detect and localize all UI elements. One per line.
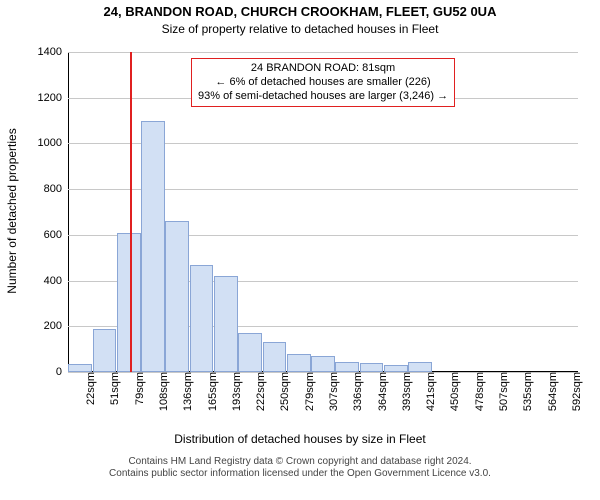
x-tick-label: 535sqm [520, 372, 534, 411]
info-box-line-1: 24 BRANDON ROAD: 81sqm [198, 62, 448, 76]
subject-marker-line [130, 52, 132, 372]
x-tick-label: 279sqm [302, 372, 316, 411]
y-axis-title: Number of detached properties [5, 111, 19, 311]
bar [141, 121, 165, 372]
footer: Contains HM Land Registry data © Crown c… [0, 456, 600, 480]
bar [214, 276, 238, 372]
info-box: 24 BRANDON ROAD: 81sqm← 6% of detached h… [191, 58, 455, 107]
x-axis-title: Distribution of detached houses by size … [0, 432, 600, 446]
x-tick-label: 165sqm [205, 372, 219, 411]
y-tick-label: 200 [44, 320, 68, 332]
bar [117, 233, 141, 372]
x-tick-label: 364sqm [375, 372, 389, 411]
x-tick-label: 478sqm [472, 372, 486, 411]
chart-subtitle: Size of property relative to detached ho… [0, 22, 600, 36]
bar [384, 365, 408, 372]
bar [287, 354, 311, 372]
y-tick-label: 1200 [38, 92, 68, 104]
y-tick-label: 1000 [38, 137, 68, 149]
x-tick-label: 22sqm [83, 372, 97, 405]
y-tick-label: 600 [44, 229, 68, 241]
x-tick-label: 193sqm [229, 372, 243, 411]
y-tick-label: 0 [56, 366, 68, 378]
figure: { "layout": { "width": 600, "height": 50… [0, 0, 600, 500]
x-tick-label: 450sqm [447, 372, 461, 411]
footer-line-1: Contains HM Land Registry data © Crown c… [0, 456, 600, 468]
x-tick-label: 507sqm [496, 372, 510, 411]
x-tick-label: 564sqm [545, 372, 559, 411]
x-tick-label: 108sqm [156, 372, 170, 411]
x-tick-label: 307sqm [326, 372, 340, 411]
bar [190, 265, 214, 372]
y-tick-label: 1400 [38, 46, 68, 58]
x-tick-label: 222sqm [253, 372, 267, 411]
info-box-line-3: 93% of semi-detached houses are larger (… [198, 90, 448, 104]
y-axis-line [68, 52, 69, 372]
x-tick-label: 136sqm [180, 372, 194, 411]
x-tick-label: 51sqm [107, 372, 121, 405]
bar [335, 362, 359, 372]
x-tick-label: 421sqm [423, 372, 437, 411]
x-tick-label: 393sqm [399, 372, 413, 411]
y-tick-label: 400 [44, 275, 68, 287]
x-tick-label: 592sqm [569, 372, 583, 411]
bar [360, 363, 384, 372]
bar [311, 356, 335, 372]
bar [238, 333, 262, 372]
info-box-line-2: ← 6% of detached houses are smaller (226… [198, 76, 448, 90]
chart-title: 24, BRANDON ROAD, CHURCH CROOKHAM, FLEET… [0, 4, 600, 19]
bar [165, 221, 189, 372]
x-tick-label: 250sqm [277, 372, 291, 411]
bar [408, 362, 432, 372]
bar [263, 342, 287, 372]
bar [68, 364, 92, 372]
x-tick-label: 336sqm [350, 372, 364, 411]
footer-line-2: Contains public sector information licen… [0, 468, 600, 480]
grid-line [68, 52, 578, 53]
plot-area: 020040060080010001200140022sqm51sqm79sqm… [68, 52, 578, 372]
y-tick-label: 800 [44, 183, 68, 195]
x-tick-label: 79sqm [132, 372, 146, 405]
bar [93, 329, 117, 372]
